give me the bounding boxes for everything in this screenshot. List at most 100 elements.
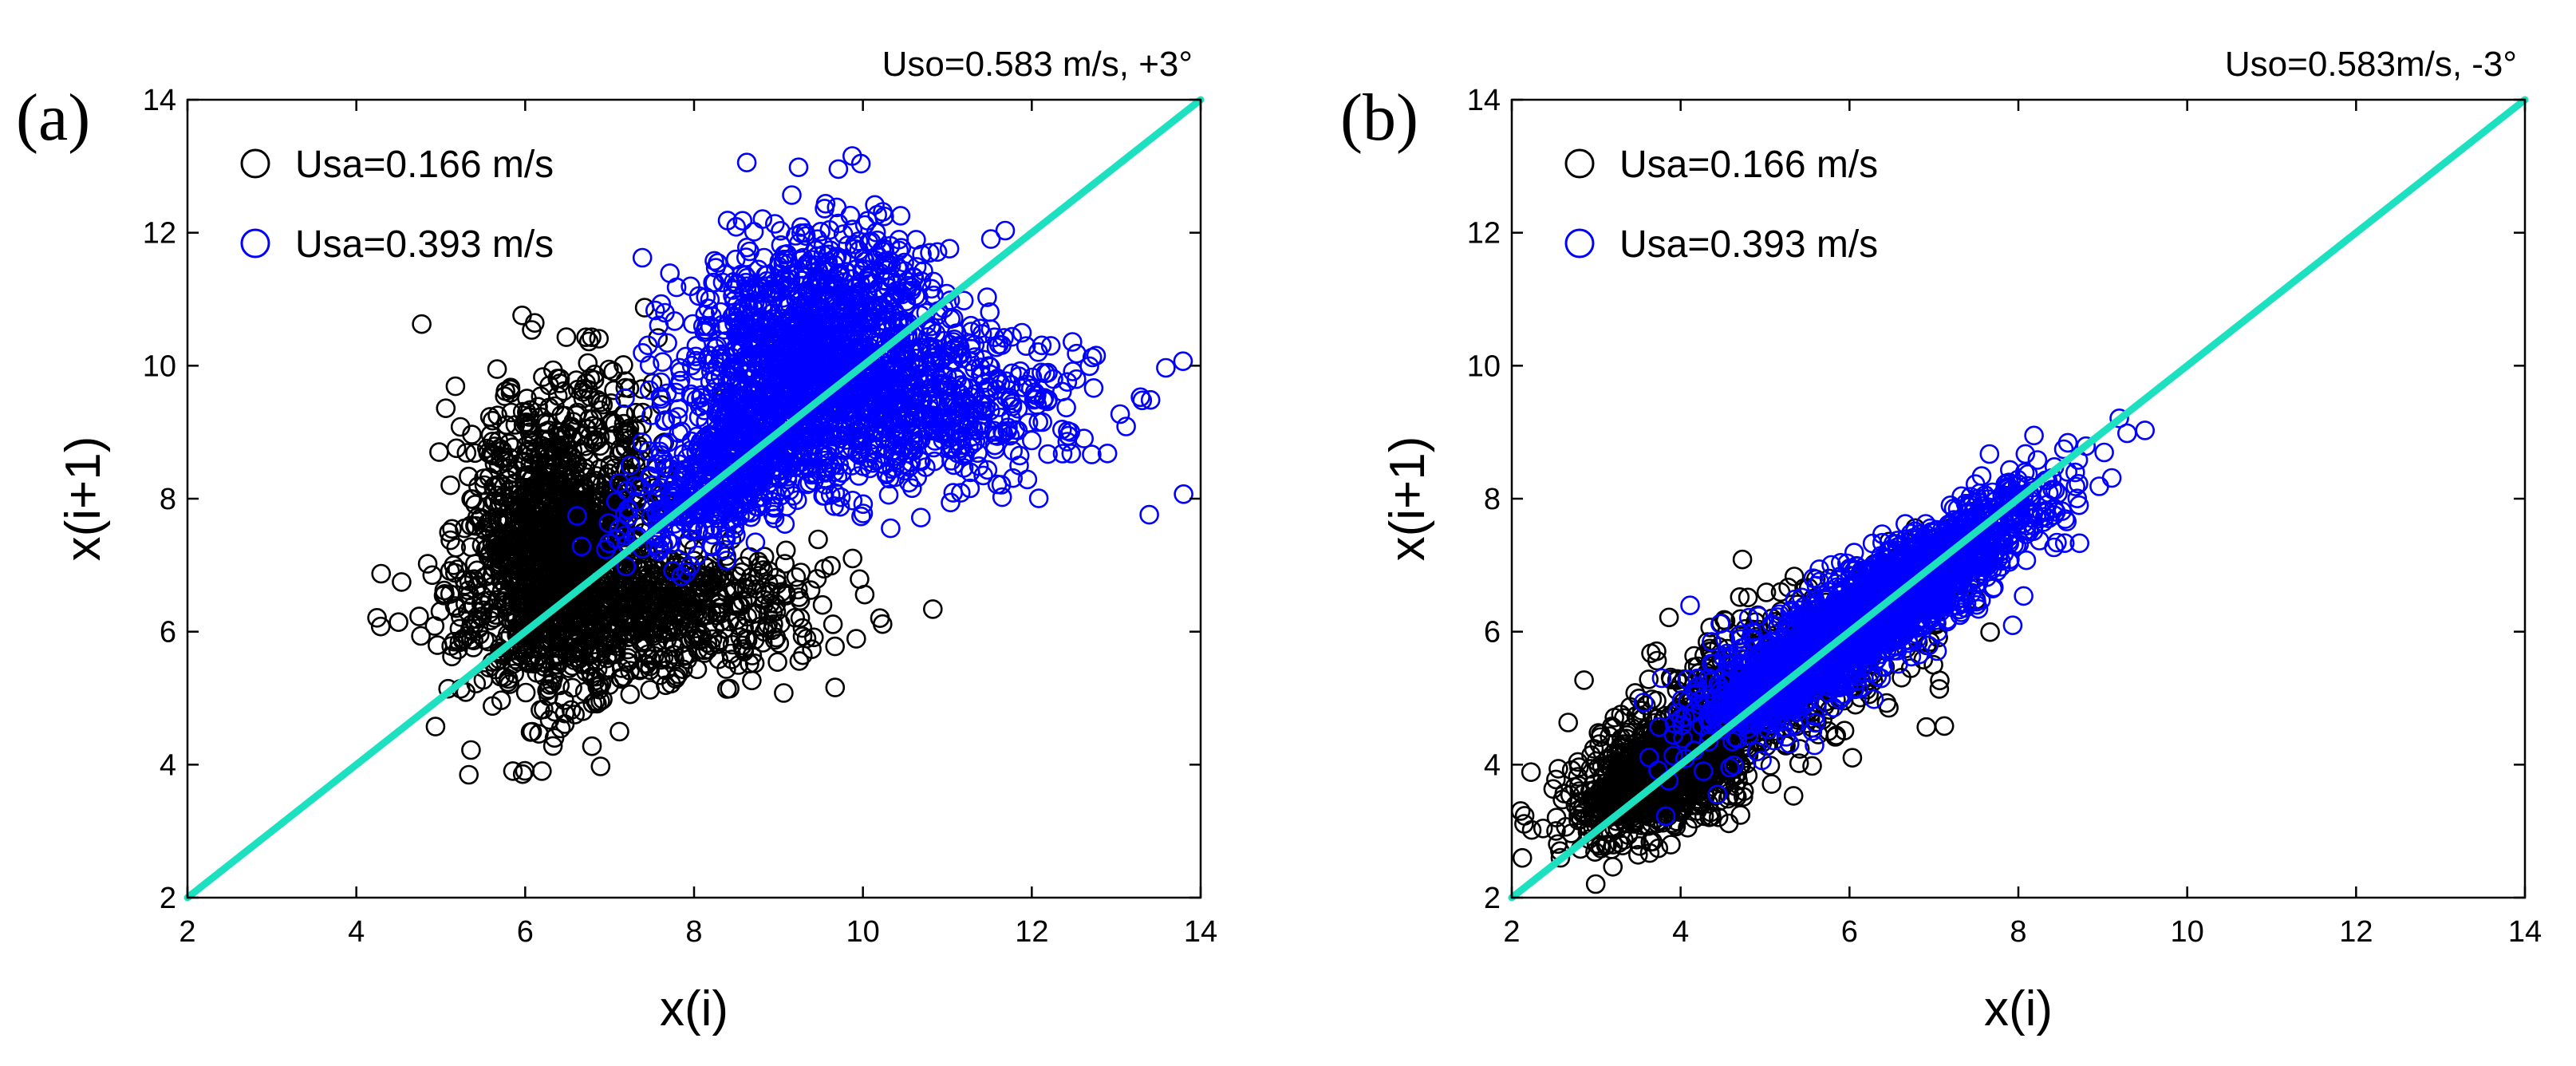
data-point	[704, 251, 724, 271]
data-point	[866, 409, 887, 430]
data-point	[863, 435, 883, 456]
data-point	[728, 615, 749, 636]
data-point	[519, 488, 538, 509]
data-point	[456, 443, 477, 463]
data-point	[854, 297, 874, 318]
data-point	[970, 318, 990, 339]
data-point	[487, 405, 507, 426]
data-point	[716, 551, 737, 571]
data-point	[1032, 335, 1052, 356]
data-point	[710, 366, 731, 386]
data-point	[691, 504, 712, 525]
data-point	[696, 286, 716, 307]
data-point	[615, 388, 635, 409]
data-point	[512, 764, 533, 784]
data-point	[946, 323, 967, 343]
data-point	[1097, 443, 1118, 464]
data-point	[1010, 361, 1031, 381]
data-point	[409, 606, 429, 626]
data-point	[852, 261, 872, 281]
data-point	[535, 430, 554, 450]
data-point	[566, 405, 586, 425]
data-point	[586, 691, 606, 712]
data-point	[462, 424, 482, 444]
data-point	[527, 531, 548, 551]
data-point	[464, 630, 484, 651]
data-point	[1082, 444, 1102, 464]
data-point	[818, 359, 838, 379]
data-point	[786, 567, 807, 587]
data-point	[1083, 377, 1104, 398]
data-point	[464, 569, 484, 590]
data-point	[724, 496, 744, 517]
data-point	[703, 515, 724, 536]
data-point	[523, 574, 543, 594]
data-point	[694, 401, 715, 420]
data-point	[980, 302, 1000, 322]
data-point	[1568, 805, 1588, 826]
data-point	[726, 432, 747, 452]
data-point	[720, 678, 740, 699]
data-point	[920, 243, 940, 263]
data-point	[890, 206, 911, 226]
data-point	[776, 244, 797, 264]
data-point	[629, 476, 650, 497]
data-point	[715, 539, 735, 560]
data-point	[653, 611, 673, 632]
data-point	[763, 447, 783, 468]
data-point	[1052, 444, 1073, 464]
data-point	[1543, 779, 1564, 800]
x-tick-label: 8	[685, 915, 702, 949]
data-point	[812, 594, 833, 615]
data-point	[461, 614, 482, 635]
data-point	[708, 634, 728, 654]
data-point	[687, 545, 708, 566]
data-point	[1038, 444, 1058, 464]
data-point	[586, 599, 606, 620]
data-point	[760, 581, 780, 602]
data-point	[478, 442, 499, 463]
data-point	[696, 411, 716, 432]
data-point	[1130, 387, 1150, 408]
data-point	[866, 222, 886, 243]
data-point	[850, 426, 870, 447]
data-point	[516, 442, 537, 462]
data-point	[771, 349, 791, 369]
data-point	[848, 337, 868, 357]
data-point	[941, 351, 961, 371]
data-point	[798, 375, 819, 396]
data-point	[433, 585, 454, 606]
data-point	[671, 421, 692, 442]
data-point	[766, 594, 787, 614]
data-point	[826, 434, 846, 455]
data-point	[846, 321, 866, 342]
data-point	[833, 224, 854, 244]
data-point	[850, 569, 870, 590]
data-point	[995, 220, 1016, 241]
data-point	[863, 420, 884, 441]
data-point	[782, 185, 802, 205]
data-point	[904, 440, 924, 461]
data-point	[664, 618, 684, 638]
data-point	[573, 389, 594, 409]
data-point	[768, 347, 788, 367]
data-point	[704, 272, 725, 293]
data-point	[842, 548, 862, 569]
data-point	[688, 286, 709, 306]
data-point	[597, 594, 617, 615]
data-point	[916, 373, 936, 393]
data-point	[616, 556, 637, 577]
data-point	[900, 339, 921, 360]
data-point	[825, 331, 845, 352]
data-point	[913, 261, 933, 282]
data-point	[576, 327, 596, 348]
data-point	[370, 616, 391, 637]
data-point	[758, 386, 779, 407]
data-point	[482, 410, 503, 431]
data-point	[520, 722, 541, 742]
data-point	[716, 555, 737, 576]
y-axis-label: x(i+1)	[56, 436, 111, 562]
y-tick-label: 6	[160, 616, 176, 649]
data-point	[791, 445, 811, 465]
